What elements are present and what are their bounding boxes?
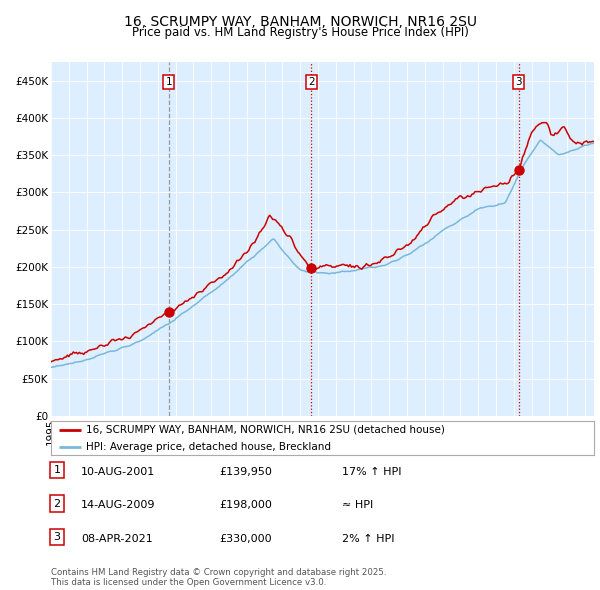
Text: 3: 3 (53, 532, 61, 542)
Text: 1: 1 (166, 77, 172, 87)
Text: £139,950: £139,950 (219, 467, 272, 477)
Text: 2: 2 (53, 499, 61, 509)
Text: 2% ↑ HPI: 2% ↑ HPI (342, 534, 395, 544)
Text: 08-APR-2021: 08-APR-2021 (81, 534, 153, 544)
Text: ≈ HPI: ≈ HPI (342, 500, 373, 510)
Text: HPI: Average price, detached house, Breckland: HPI: Average price, detached house, Brec… (86, 442, 331, 452)
Text: 1: 1 (53, 465, 61, 475)
Text: 16, SCRUMPY WAY, BANHAM, NORWICH, NR16 2SU: 16, SCRUMPY WAY, BANHAM, NORWICH, NR16 2… (124, 15, 476, 29)
Text: 14-AUG-2009: 14-AUG-2009 (81, 500, 155, 510)
Text: 16, SCRUMPY WAY, BANHAM, NORWICH, NR16 2SU (detached house): 16, SCRUMPY WAY, BANHAM, NORWICH, NR16 2… (86, 425, 445, 435)
Text: 10-AUG-2001: 10-AUG-2001 (81, 467, 155, 477)
Text: £330,000: £330,000 (219, 534, 272, 544)
Text: £198,000: £198,000 (219, 500, 272, 510)
Text: 17% ↑ HPI: 17% ↑ HPI (342, 467, 401, 477)
Text: 3: 3 (515, 77, 522, 87)
Text: Price paid vs. HM Land Registry's House Price Index (HPI): Price paid vs. HM Land Registry's House … (131, 26, 469, 39)
Text: Contains HM Land Registry data © Crown copyright and database right 2025.
This d: Contains HM Land Registry data © Crown c… (51, 568, 386, 587)
Text: 2: 2 (308, 77, 314, 87)
